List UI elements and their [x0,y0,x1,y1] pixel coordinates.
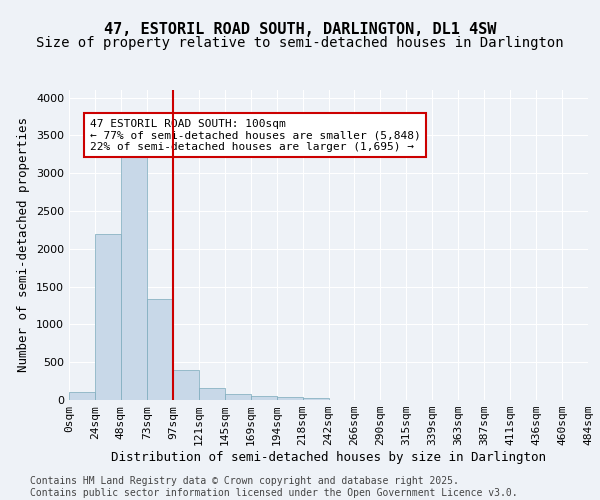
Bar [121,151,147,400]
Bar [302,398,329,400]
Bar [147,298,173,400]
Bar [199,388,224,400]
Bar [69,392,95,400]
Bar [277,398,302,400]
Bar [225,394,251,400]
Text: 47 ESTORIL ROAD SOUTH: 100sqm
← 77% of semi-detached houses are smaller (5,848)
: 47 ESTORIL ROAD SOUTH: 100sqm ← 77% of s… [90,118,421,152]
Text: Size of property relative to semi-detached houses in Darlington: Size of property relative to semi-detach… [36,36,564,50]
Text: Contains HM Land Registry data © Crown copyright and database right 2025.
Contai: Contains HM Land Registry data © Crown c… [30,476,518,498]
Bar [251,396,277,400]
Text: 47, ESTORIL ROAD SOUTH, DARLINGTON, DL1 4SW: 47, ESTORIL ROAD SOUTH, DARLINGTON, DL1 … [104,22,496,36]
Bar [95,234,121,400]
X-axis label: Distribution of semi-detached houses by size in Darlington: Distribution of semi-detached houses by … [111,451,546,464]
Y-axis label: Number of semi-detached properties: Number of semi-detached properties [17,118,31,372]
Bar [173,370,199,400]
